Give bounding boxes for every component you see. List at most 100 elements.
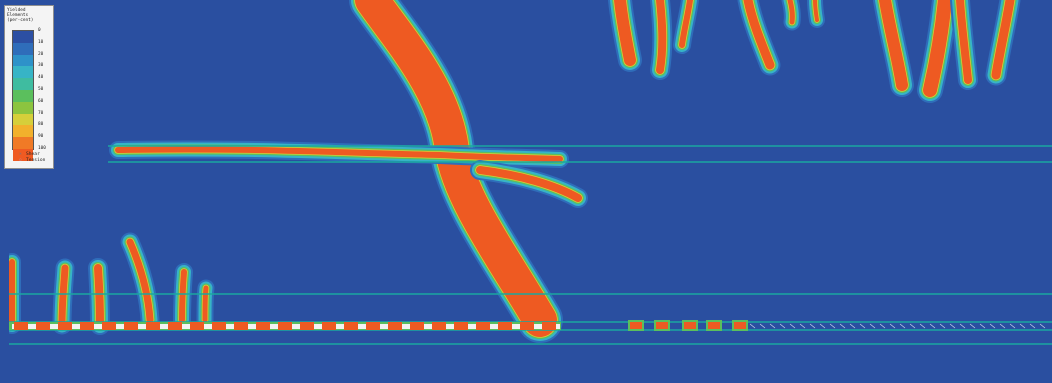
interface-yield-element xyxy=(234,322,248,330)
legend-colorbar xyxy=(12,30,34,161)
lower-yield-plume-core xyxy=(58,264,69,329)
interface-yield-element xyxy=(498,322,512,330)
lower-yield-plume-core xyxy=(202,285,209,323)
legend-color-swatch xyxy=(13,125,33,138)
interface-yield-element xyxy=(14,322,28,330)
shear-marker xyxy=(1009,323,1016,329)
upper-yield-plume-core xyxy=(991,0,1015,80)
upper-yield-plume-core xyxy=(813,0,819,22)
interface-yield-element xyxy=(102,322,116,330)
legend-tick-label: 0 xyxy=(38,28,41,33)
shear-marker xyxy=(929,323,936,329)
interface-yield-element xyxy=(322,322,336,330)
upper-yield-plume-core xyxy=(743,0,775,70)
isolated-yield-element xyxy=(734,322,746,329)
interface-yield-element xyxy=(190,322,204,330)
legend-tick-label: 40 xyxy=(38,75,44,81)
interface-yield-element xyxy=(388,322,402,330)
interface-yield-element xyxy=(58,322,72,330)
shear-marker xyxy=(859,323,866,329)
legend-tick-label: 70 xyxy=(38,110,44,116)
vertical-axis-strip xyxy=(0,0,9,383)
shear-marker xyxy=(939,323,946,329)
shear-marker xyxy=(769,323,776,329)
interface-yield-element xyxy=(168,322,182,330)
interface-yield-element xyxy=(520,322,534,330)
shear-marker xyxy=(789,323,796,329)
shear-marker xyxy=(999,323,1006,329)
shear-marker xyxy=(979,323,986,329)
legend-title-line: Elements xyxy=(7,13,29,18)
legend-tick-label: 10 xyxy=(38,39,44,45)
shear-marker xyxy=(989,323,996,329)
interface-yield-element xyxy=(432,322,446,330)
interface-yield-element xyxy=(212,322,226,330)
tension-marker-icon: o xyxy=(19,158,22,163)
interface-yield-element xyxy=(36,322,50,330)
shear-marker xyxy=(849,323,856,329)
legend-tick-label: 80 xyxy=(38,122,44,128)
upper-yield-plume-core xyxy=(614,0,636,66)
interface-yield-element xyxy=(366,322,380,330)
interface-yield-element xyxy=(542,322,556,330)
shear-marker xyxy=(799,323,806,329)
interface-yield-element xyxy=(344,322,358,330)
legend-color-swatch xyxy=(13,101,33,114)
shear-marker xyxy=(749,323,756,329)
shear-marker xyxy=(759,323,766,329)
shear-marker xyxy=(1039,323,1046,329)
shear-marker xyxy=(919,323,926,329)
legend-tick-label: 100 xyxy=(38,146,46,151)
legend-color-swatch xyxy=(13,78,33,90)
lower-yield-plume-core xyxy=(126,238,154,324)
shear-marker xyxy=(829,323,836,329)
upper-yield-plume-core xyxy=(923,0,952,97)
interface-yield-element xyxy=(476,322,490,330)
legend-symbol-label: Shear xyxy=(26,152,40,157)
legend-color-swatch xyxy=(13,89,33,102)
isolated-yield-element xyxy=(684,322,696,329)
interface-yield-element xyxy=(410,322,424,330)
legend-color-swatch xyxy=(13,31,33,43)
shear-marker xyxy=(819,323,826,329)
legend-tick-label: 30 xyxy=(38,63,44,69)
shear-marker xyxy=(809,323,816,329)
legend-symbol-shear: × Shear xyxy=(19,152,40,157)
legend-tick-label: 20 xyxy=(38,51,44,57)
legend-symbol-label: Tension xyxy=(26,158,46,163)
interface-yield-element xyxy=(146,322,160,330)
shear-marker xyxy=(879,323,886,329)
lower-yield-plume-core xyxy=(94,264,104,329)
interface-yield-element xyxy=(300,322,314,330)
legend-tick-label: 60 xyxy=(38,98,44,104)
shear-marker xyxy=(779,323,786,329)
shear-marker xyxy=(869,323,876,329)
isolated-yield-element xyxy=(630,322,642,329)
interface-yield-element xyxy=(80,322,94,330)
legend-title: Yielded Elements (per-cent) xyxy=(7,8,53,23)
interface-yield-element xyxy=(278,322,292,330)
legend-color-swatch xyxy=(13,54,33,67)
shear-marker-icon: × xyxy=(19,152,22,157)
upper-yield-plume-core xyxy=(656,0,667,74)
legend-color-swatch xyxy=(13,66,33,79)
shear-marker xyxy=(1019,323,1026,329)
shear-marker xyxy=(909,323,916,329)
upper-yield-plume-core xyxy=(879,0,908,91)
shear-marker xyxy=(889,323,896,329)
upper-yield-plume-core xyxy=(956,0,972,84)
shear-marker xyxy=(1029,323,1036,329)
interface-yield-element xyxy=(124,322,138,330)
upper-yield-plume-core xyxy=(679,0,693,48)
shear-marker xyxy=(969,323,976,329)
branch-yield-band-core xyxy=(476,166,582,202)
isolated-yield-element xyxy=(708,322,720,329)
shear-marker xyxy=(899,323,906,329)
legend-tick-label: 90 xyxy=(38,134,44,140)
bedding-yield-band-core xyxy=(115,146,563,162)
isolated-yield-element xyxy=(656,322,668,329)
legend-title-line: (per-cent) xyxy=(7,18,34,23)
legend-color-swatch xyxy=(13,148,33,161)
